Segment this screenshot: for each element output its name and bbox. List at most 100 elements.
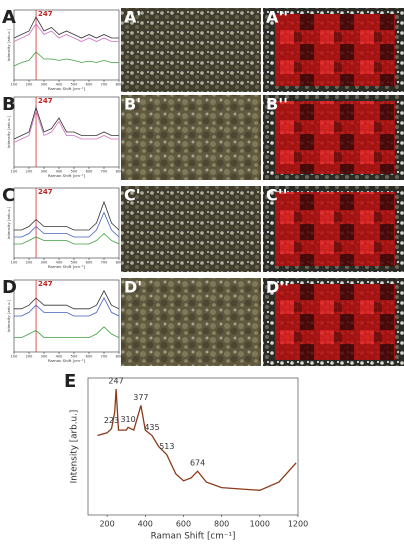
x-tick-label: 300: [41, 261, 48, 265]
marker-label: 247: [38, 97, 53, 105]
series-line: [97, 388, 297, 491]
peak-label: 435: [144, 423, 159, 432]
series-line: [13, 23, 119, 42]
x-tick-label: 700: [101, 355, 108, 359]
plot-area: [87, 377, 299, 516]
x-tick-label: 700: [101, 261, 108, 265]
peak-label: 223: [104, 416, 119, 425]
marker-label: 247: [38, 188, 53, 196]
x-axis-label: Raman Shift [cm⁻¹]: [151, 531, 236, 541]
x-tick-label: 400: [56, 355, 63, 359]
y-axis-label: Intensity [arb.u.]: [6, 299, 11, 332]
peak-label: 377: [133, 393, 148, 402]
x-axis-label: Raman Shift [cm⁻¹]: [48, 173, 86, 178]
x-tick-label: 100: [11, 83, 18, 87]
x-tick-label: 200: [26, 83, 33, 87]
x-tick-label: 600: [86, 261, 93, 265]
series-line: [14, 211, 120, 238]
x-tick-label: 400: [138, 520, 153, 529]
micrograph: [121, 186, 261, 272]
micrograph: [121, 278, 261, 366]
x-tick-label: 400: [56, 170, 63, 174]
raman-map: [275, 101, 395, 174]
x-tick-label: 1000: [250, 520, 270, 529]
x-tick-label: 600: [86, 83, 93, 87]
plot-area: [13, 279, 120, 353]
x-tick-label: 800: [116, 83, 123, 87]
peak-label: 310: [120, 415, 135, 424]
panel-label: D': [124, 278, 142, 297]
x-tick-label: 200: [26, 261, 33, 265]
series-line: [14, 326, 120, 338]
panel-label: C: [2, 185, 15, 206]
x-axis-label: Raman Shift [cm⁻¹]: [48, 86, 86, 91]
micrograph-tint: [121, 95, 261, 180]
x-tick-label: 600: [176, 520, 191, 529]
x-tick-label: 500: [71, 170, 78, 174]
plot-area: [13, 9, 120, 81]
x-tick-label: 200: [26, 355, 33, 359]
series-line: [14, 297, 120, 317]
x-tick-label: 300: [41, 355, 48, 359]
series-line: [13, 109, 119, 143]
x-tick-label: 600: [86, 170, 93, 174]
x-tick-label: 1200: [288, 520, 308, 529]
marker-label: 247: [38, 280, 53, 288]
y-axis-label: Intensity [arb.u.]: [70, 410, 80, 484]
marker-label: 247: [38, 10, 53, 18]
x-tick-label: 300: [41, 83, 48, 87]
x-tick-label: 200: [99, 520, 114, 529]
x-tick-label: 200: [26, 170, 33, 174]
micrograph-tint: [121, 186, 261, 272]
x-tick-label: 700: [101, 83, 108, 87]
raman-map: [275, 192, 395, 266]
panel-label: E: [64, 371, 76, 392]
panel-label: D'': [266, 278, 289, 297]
panel-label: A'': [266, 8, 288, 27]
x-tick-label: 100: [11, 170, 18, 174]
series-line: [13, 16, 119, 39]
x-tick-label: 500: [71, 261, 78, 265]
peak-label: 247: [108, 376, 123, 385]
panel-label: A': [124, 8, 141, 27]
x-tick-label: 800: [116, 261, 123, 265]
series-line: [13, 106, 119, 140]
y-axis-label: Intensity [arb.u.]: [6, 28, 11, 61]
x-tick-label: 500: [71, 83, 78, 87]
panel-label: B': [124, 95, 141, 114]
x-tick-label: 400: [56, 83, 63, 87]
micrograph-tint: [121, 278, 261, 366]
micrograph: [121, 95, 261, 180]
peak-label: 513: [159, 442, 174, 451]
raman-map: [275, 284, 395, 360]
plot-area: [13, 187, 120, 259]
y-axis-label: Intensity [arb.u.]: [6, 206, 11, 239]
panel-label: C'': [266, 186, 288, 205]
x-tick-label: 600: [86, 355, 93, 359]
x-tick-label: 700: [101, 170, 108, 174]
x-tick-label: 800: [116, 355, 123, 359]
panel-label: B'': [266, 95, 288, 114]
panel-label: B: [2, 94, 16, 115]
panel-label: A: [2, 7, 16, 28]
x-tick-label: 100: [11, 355, 18, 359]
x-tick-label: 400: [56, 261, 63, 265]
series-line: [14, 289, 120, 310]
series-line: [14, 200, 120, 231]
x-axis-label: Raman Shift [cm⁻¹]: [48, 264, 86, 269]
micrograph-tint: [121, 8, 261, 92]
x-tick-label: 500: [71, 355, 78, 359]
x-tick-label: 100: [11, 261, 18, 265]
panel-label: C': [124, 186, 141, 205]
peak-label: 674: [190, 459, 205, 468]
x-tick-label: 800: [214, 520, 229, 529]
panel-label: D: [2, 277, 17, 298]
series-line: [13, 51, 119, 67]
x-axis-label: Raman Shift [cm⁻¹]: [48, 358, 86, 363]
raman-map: [275, 14, 395, 86]
series-line: [14, 232, 120, 245]
x-tick-label: 300: [41, 170, 48, 174]
x-tick-label: 800: [116, 170, 123, 174]
y-axis-label: Intensity [arb.u.]: [6, 115, 11, 148]
